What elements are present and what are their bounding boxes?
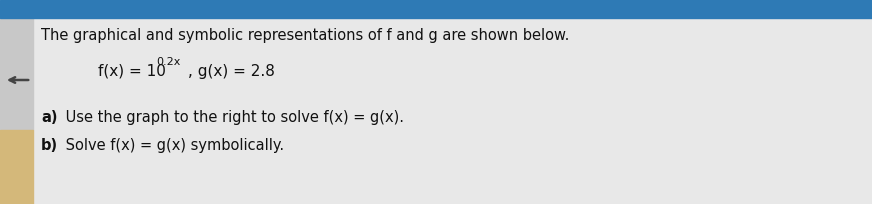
Text: Solve f(x) = g(x) symbolically.: Solve f(x) = g(x) symbolically. xyxy=(61,138,284,153)
Bar xyxy=(0,18,33,130)
Text: Use the graph to the right to solve f(x) = g(x).: Use the graph to the right to solve f(x)… xyxy=(61,110,404,125)
Text: f(x) = 10: f(x) = 10 xyxy=(99,64,166,79)
Text: , g(x) = 2.8: , g(x) = 2.8 xyxy=(188,64,275,79)
Text: a): a) xyxy=(41,110,58,125)
Bar xyxy=(0,0,872,18)
Text: b): b) xyxy=(41,138,58,153)
Text: The graphical and symbolic representations of f and g are shown below.: The graphical and symbolic representatio… xyxy=(41,28,569,43)
Text: 0.2x: 0.2x xyxy=(156,57,181,67)
Bar xyxy=(0,130,33,204)
